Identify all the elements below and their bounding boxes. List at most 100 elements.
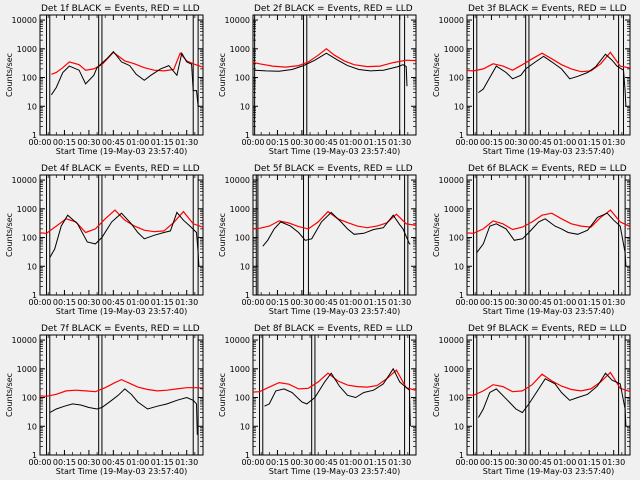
plot-frame (466, 174, 631, 296)
x-tick-label: 00:30 (77, 458, 100, 467)
y-axis-label: Counts/sec (432, 213, 441, 257)
y-tick-label: 10000 (12, 16, 37, 25)
y-tick-label: 10 (240, 422, 250, 431)
x-tick-label: 01:15 (151, 138, 174, 147)
y-tick-label: 100 (449, 394, 464, 403)
x-axis-label: Start Time (19-May-03 23:57:40) (56, 147, 187, 156)
x-tick-label: 00:00 (455, 298, 478, 307)
x-tick-label: 01:30 (175, 298, 198, 307)
y-tick-label: 1000 (230, 45, 250, 54)
series-lld-line (467, 371, 630, 396)
y-tick-label: 10 (454, 102, 464, 111)
y-tick-label: 100 (235, 234, 250, 243)
panel-title: Det 5f BLACK = Events, RED = LLD (254, 164, 413, 174)
x-tick-label: 01:00 (126, 138, 149, 147)
x-tick-label: 01:00 (339, 298, 362, 307)
series-events-line (477, 372, 627, 427)
x-tick-label: 01:15 (578, 138, 601, 147)
y-tick-label: 1 (32, 131, 37, 140)
y-tick-label: 10000 (225, 336, 250, 345)
x-tick-label: 00:45 (102, 458, 125, 467)
x-tick-label: 00:15 (266, 138, 289, 147)
panel-3: Det 3f BLACK = Events, RED = LLD 1 10 100 10… (432, 4, 631, 156)
x-tick-label: 00:45 (529, 138, 552, 147)
x-tick-label: 00:30 (504, 298, 527, 307)
x-tick-label: 01:00 (126, 298, 149, 307)
series-events-line (478, 53, 627, 107)
x-tick-label: 01:30 (602, 138, 625, 147)
x-tick-label: 00:00 (455, 458, 478, 467)
x-tick-label: 00:30 (290, 138, 313, 147)
panel-title: Det 1f BLACK = Events, RED = LLD (41, 4, 200, 14)
x-tick-label: 00:15 (266, 458, 289, 467)
x-axis-label: Start Time (19-May-03 23:57:40) (56, 467, 187, 476)
panel-4: Det 4f BLACK = Events, RED = LLD 1 10 100 10… (5, 164, 204, 316)
x-axis-label: Start Time (19-May-03 23:57:40) (269, 307, 400, 316)
x-tick-label: 00:45 (315, 298, 338, 307)
x-tick-label: 01:30 (175, 138, 198, 147)
x-tick-label: 01:30 (602, 458, 625, 467)
x-tick-label: 01:15 (364, 458, 387, 467)
x-tick-label: 01:15 (151, 458, 174, 467)
x-tick-label: 01:00 (339, 138, 362, 147)
x-axis-label: Start Time (19-May-03 23:57:40) (483, 147, 614, 156)
x-tick-label: 00:15 (480, 458, 503, 467)
plot-frame (252, 174, 417, 296)
panel-1: Det 1f BLACK = Events, RED = LLD 1 10 100 10… (5, 4, 204, 156)
panel-6: Det 6f BLACK = Events, RED = LLD 1 10 100 10… (432, 164, 631, 316)
x-axis-label: Start Time (19-May-03 23:57:40) (269, 147, 400, 156)
y-tick-label: 10 (27, 422, 37, 431)
series-events-line (50, 50, 200, 107)
y-axis-label: Counts/sec (432, 373, 441, 417)
y-tick-label: 10000 (439, 176, 464, 185)
x-tick-label: 00:30 (504, 458, 527, 467)
series-lld-line (467, 209, 630, 234)
y-tick-label: 100 (235, 394, 250, 403)
series-events-line (49, 211, 200, 267)
x-tick-label: 00:15 (480, 298, 503, 307)
y-tick-label: 1 (459, 291, 464, 300)
x-tick-label: 01:30 (388, 298, 411, 307)
series-lld-line (253, 48, 416, 68)
panel-title: Det 9f BLACK = Events, RED = LLD (468, 324, 627, 334)
y-tick-label: 1000 (17, 365, 37, 374)
y-tick-label: 10 (240, 262, 250, 271)
y-tick-label: 1000 (230, 365, 250, 374)
x-tick-label: 01:30 (388, 138, 411, 147)
x-tick-label: 00:45 (529, 458, 552, 467)
y-axis-label: Counts/sec (5, 53, 14, 97)
plot-area (253, 175, 416, 295)
x-tick-label: 00:45 (315, 458, 338, 467)
x-tick-label: 00:30 (290, 458, 313, 467)
plot-frame (252, 14, 417, 136)
x-tick-label: 01:15 (151, 298, 174, 307)
y-tick-label: 100 (449, 234, 464, 243)
y-tick-label: 10000 (225, 176, 250, 185)
y-tick-label: 1 (32, 451, 37, 460)
y-tick-label: 10 (454, 422, 464, 431)
x-tick-label: 01:15 (578, 298, 601, 307)
panel-title: Det 2f BLACK = Events, RED = LLD (254, 4, 413, 14)
x-tick-label: 00:30 (77, 138, 100, 147)
panel-9: Det 9f BLACK = Events, RED = LLD 1 10 100 10… (432, 324, 631, 476)
x-tick-label: 00:00 (28, 138, 51, 147)
x-tick-label: 01:00 (339, 458, 362, 467)
y-tick-label: 100 (22, 74, 37, 83)
y-tick-label: 1000 (444, 205, 464, 214)
plot-area (467, 15, 630, 135)
x-tick-label: 01:30 (175, 458, 198, 467)
plot-area (467, 335, 630, 455)
panel-8: Det 8f BLACK = Events, RED = LLD 1 10 100 10… (218, 324, 417, 476)
plot-frame (39, 14, 204, 136)
plot-frame (39, 174, 204, 296)
x-tick-label: 00:45 (315, 138, 338, 147)
x-tick-label: 00:00 (28, 298, 51, 307)
x-tick-label: 01:00 (553, 298, 576, 307)
panel-title: Det 3f BLACK = Events, RED = LLD (468, 4, 627, 14)
x-tick-label: 00:30 (504, 138, 527, 147)
y-tick-label: 1 (245, 291, 250, 300)
plot-area (40, 335, 203, 455)
plot-frame (252, 334, 417, 456)
panel-title: Det 7f BLACK = Events, RED = LLD (41, 324, 200, 334)
